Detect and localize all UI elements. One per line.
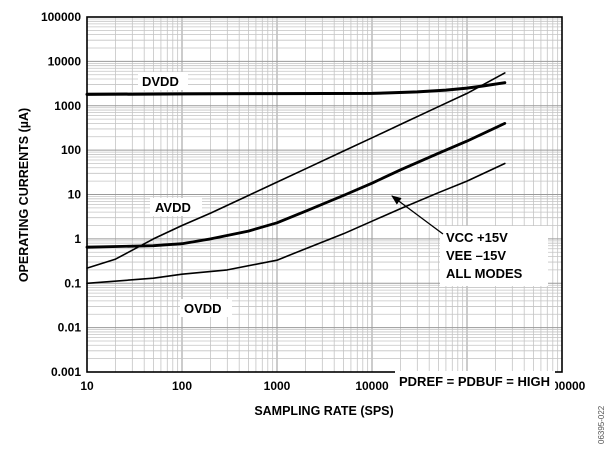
y-tick-label: 100000: [41, 10, 81, 24]
annotation-all-modes: ALL MODES: [446, 266, 523, 281]
series-line-ovdd: [86, 162, 506, 285]
y-tick-label: 1000: [54, 99, 81, 113]
condition-text: PDREF = PDBUF = HIGH: [399, 374, 550, 389]
y-tick-label: 100: [61, 143, 81, 157]
annotation-vee: VEE –15V: [446, 248, 506, 263]
ovdd-label-bg: [180, 299, 232, 317]
x-tick-label: 10: [80, 379, 94, 393]
modes-annotation-box: [440, 226, 548, 286]
grid: [87, 17, 562, 372]
series-line-avdd: [86, 72, 506, 269]
y-tick-label: 0.01: [58, 321, 82, 335]
x-tick-label: 1000: [264, 379, 291, 393]
figure-id: 06395-022: [597, 405, 606, 444]
dvdd-label-bg: [138, 72, 188, 90]
x-axis-title: SAMPLING RATE (SPS): [254, 404, 393, 418]
series-label-ovdd: OVDD: [184, 301, 222, 316]
plot-frame: [86, 16, 563, 373]
avdd-label-bg: [150, 198, 202, 216]
y-tick-label: 0.001: [51, 365, 81, 379]
condition-box: [395, 371, 555, 391]
y-tick-label: 0.1: [64, 276, 81, 290]
series-line-dvdd: [85, 81, 507, 96]
y-tick-labels: 0.001 0.01 0.1 1 10 100 1000 10000 100000: [41, 10, 81, 379]
y-tick-label: 1: [74, 232, 81, 246]
x-tick-label: 10000: [355, 379, 389, 393]
y-axis-title: OPERATING CURRENTS (µA): [17, 108, 31, 282]
series-curves: [85, 72, 507, 285]
series-line-unlabeled-2: [85, 122, 507, 249]
annotation-vcc: VCC +15V: [446, 230, 508, 245]
x-tick-label: 100: [172, 379, 192, 393]
y-tick-label: 10: [68, 188, 82, 202]
series-label-dvdd: DVDD: [142, 74, 179, 89]
y-tick-label: 10000: [48, 54, 82, 68]
series-label-avdd: AVDD: [155, 200, 191, 215]
annotation-arrow: [391, 195, 444, 235]
